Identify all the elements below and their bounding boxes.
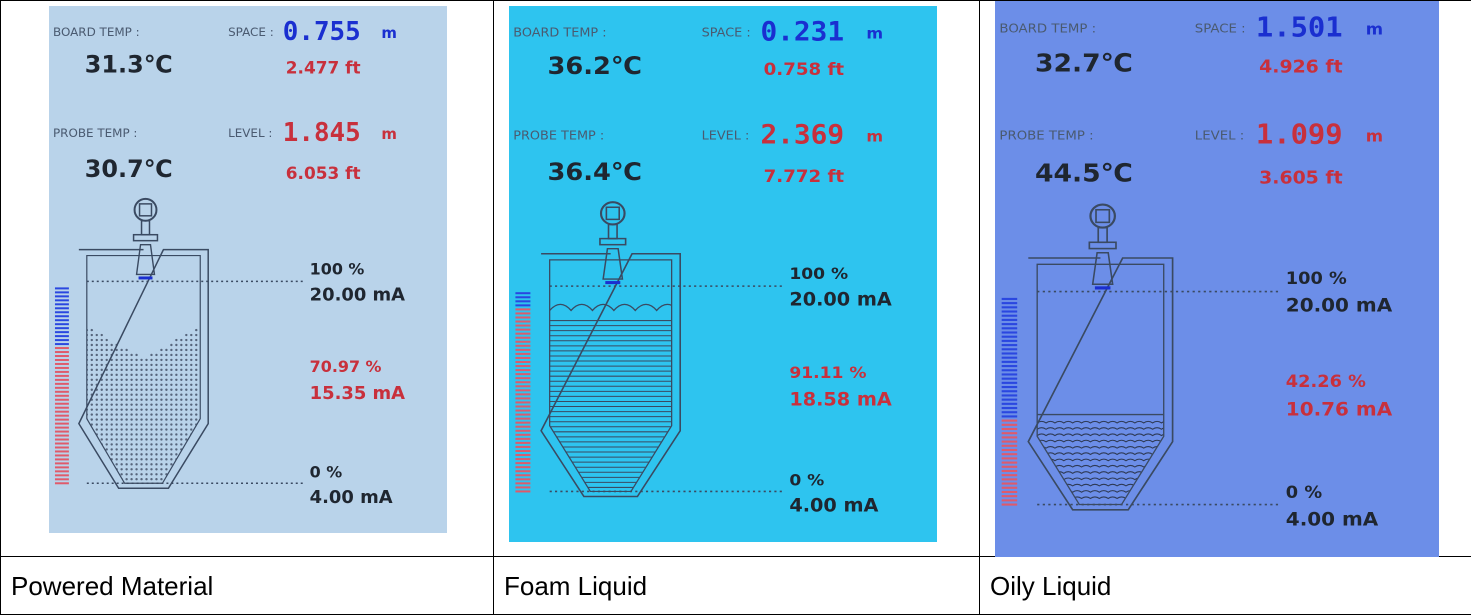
board-temp-label: BOARD TEMP : — [999, 22, 1096, 37]
tank-outline — [1027, 257, 1174, 511]
space-label: SPACE : — [228, 25, 274, 39]
empty-percent: 0 % — [310, 462, 343, 481]
probe-temp-label: PROBE TEMP : — [513, 128, 604, 143]
level-unit: m — [1366, 127, 1383, 145]
level-bargraph — [54, 287, 69, 485]
empty-percent: 0 % — [789, 471, 824, 489]
tank-outline — [540, 253, 682, 498]
level-bargraph — [515, 292, 531, 493]
caption-powered-material: Powered Material — [11, 570, 214, 601]
panel-cell-oily: BOARD TEMP : 32.7℃ SPACE : 1.501 m 4.926 ft PR… — [979, 0, 1471, 557]
current-output: 15.35 mA — [310, 383, 405, 404]
board-temp-label: BOARD TEMP : — [513, 25, 606, 40]
radar-transmitter-icon — [132, 197, 159, 280]
full-current: 20.00 mA — [1286, 294, 1392, 316]
probe-temp-label: PROBE TEMP : — [999, 129, 1093, 144]
caption-cell-foam: Foam Liquid — [493, 556, 980, 615]
space-feet-value: 4.926 ft — [1259, 57, 1343, 77]
probe-temp-value: 44.5℃ — [1035, 159, 1133, 188]
level-feet-value: 6.053 ft — [286, 163, 361, 183]
full-percent: 100 % — [310, 259, 365, 278]
panel-cell-foam: BOARD TEMP : 36.2℃ SPACE : 0.231 m 0.758 ft PR… — [493, 0, 980, 557]
space-label: SPACE : — [702, 25, 751, 40]
board-temp-label: BOARD TEMP : — [53, 25, 140, 39]
display-screen-powered: BOARD TEMP : 31.3℃ SPACE : 0.755 m 2.477 ft PR… — [49, 6, 447, 533]
panel-cell-powered: BOARD TEMP : 31.3℃ SPACE : 0.755 m 2.477 ft PR… — [0, 0, 494, 557]
empty-current: 4.00 mA — [310, 487, 393, 508]
radar-transmitter-icon — [599, 201, 627, 285]
space-unit: m — [866, 25, 883, 42]
space-unit: m — [1366, 20, 1383, 38]
display-screen-foam: BOARD TEMP : 36.2℃ SPACE : 0.231 m 0.758 ft PR… — [509, 6, 937, 542]
space-label: SPACE : — [1195, 22, 1246, 37]
current-percent: 70.97 % — [310, 357, 382, 376]
level-label: LEVEL : — [1195, 129, 1244, 144]
board-temp-value: 36.2℃ — [548, 51, 642, 79]
space-unit: m — [381, 24, 397, 42]
space-feet-value: 2.477 ft — [286, 58, 361, 78]
caption-cell-powered: Powered Material — [0, 556, 494, 615]
space-feet-value: 0.758 ft — [764, 60, 845, 79]
current-output: 10.76 mA — [1286, 398, 1392, 420]
empty-current: 4.00 mA — [1286, 508, 1378, 530]
level-feet-value: 7.772 ft — [764, 167, 845, 186]
level-label: LEVEL : — [228, 126, 272, 140]
tank-outline — [77, 248, 209, 490]
caption-foam-liquid: Foam Liquid — [504, 570, 648, 601]
level-meters-value: 2.369 — [760, 120, 844, 150]
full-current: 20.00 mA — [789, 290, 892, 310]
caption-cell-oily: Oily Liquid — [979, 556, 1471, 615]
level-unit: m — [381, 125, 397, 143]
level-meters-value: 1.845 — [283, 118, 361, 148]
board-temp-value: 32.7℃ — [1035, 49, 1133, 78]
probe-temp-label: PROBE TEMP : — [53, 126, 137, 140]
level-label: LEVEL : — [702, 128, 750, 143]
empty-percent: 0 % — [1286, 484, 1322, 503]
display-screen-oily: BOARD TEMP : 32.7℃ SPACE : 1.501 m 4.926 ft PR… — [995, 1, 1439, 557]
level-unit: m — [866, 128, 883, 145]
probe-temp-value: 36.4℃ — [548, 158, 642, 186]
material-fill — [86, 328, 198, 481]
material-fill — [549, 303, 672, 488]
level-meters-value: 1.099 — [1256, 118, 1343, 150]
empty-current: 4.00 mA — [789, 496, 879, 516]
space-meters-value: 1.501 — [1256, 11, 1343, 43]
full-percent: 100 % — [1286, 270, 1347, 289]
current-output: 18.58 mA — [789, 390, 892, 410]
full-current: 20.00 mA — [310, 284, 405, 305]
current-percent: 42.26 % — [1286, 372, 1366, 391]
caption-oily-liquid: Oily Liquid — [990, 570, 1112, 601]
level-bargraph — [1001, 297, 1018, 506]
space-meters-value: 0.755 — [283, 17, 361, 47]
space-meters-value: 0.231 — [760, 17, 844, 47]
probe-temp-value: 30.7℃ — [85, 155, 173, 183]
full-percent: 100 % — [789, 264, 848, 282]
board-temp-value: 31.3℃ — [85, 51, 173, 79]
level-feet-value: 3.605 ft — [1259, 168, 1343, 188]
current-percent: 91.11 % — [789, 364, 867, 382]
radar-transmitter-icon — [1088, 203, 1117, 290]
